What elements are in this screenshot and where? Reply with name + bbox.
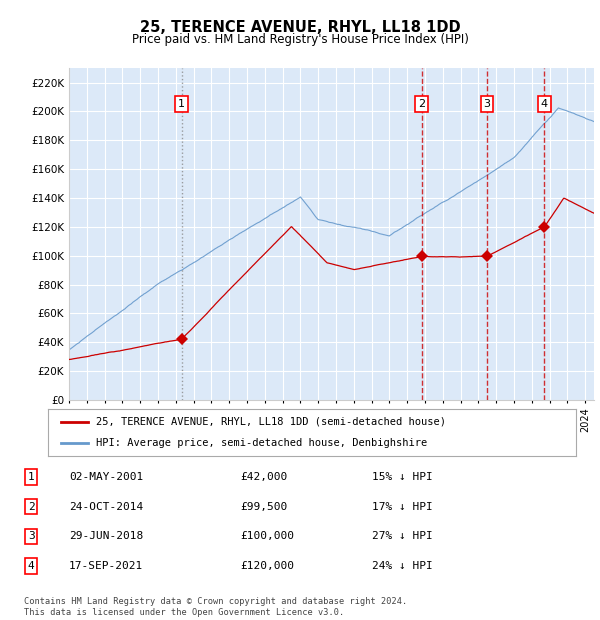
Text: 15% ↓ HPI: 15% ↓ HPI [372, 472, 433, 482]
Text: 1: 1 [178, 99, 185, 109]
Text: £99,500: £99,500 [240, 502, 287, 512]
Text: 4: 4 [541, 99, 548, 109]
Text: 4: 4 [28, 561, 35, 571]
Text: 2: 2 [418, 99, 425, 109]
Text: 24% ↓ HPI: 24% ↓ HPI [372, 561, 433, 571]
Text: 1: 1 [28, 472, 35, 482]
Text: 3: 3 [484, 99, 491, 109]
Text: 27% ↓ HPI: 27% ↓ HPI [372, 531, 433, 541]
Text: 29-JUN-2018: 29-JUN-2018 [69, 531, 143, 541]
Text: £100,000: £100,000 [240, 531, 294, 541]
Text: 02-MAY-2001: 02-MAY-2001 [69, 472, 143, 482]
Text: 25, TERENCE AVENUE, RHYL, LL18 1DD: 25, TERENCE AVENUE, RHYL, LL18 1DD [140, 20, 460, 35]
Text: 25, TERENCE AVENUE, RHYL, LL18 1DD (semi-detached house): 25, TERENCE AVENUE, RHYL, LL18 1DD (semi… [95, 417, 446, 427]
Text: £120,000: £120,000 [240, 561, 294, 571]
Text: 17-SEP-2021: 17-SEP-2021 [69, 561, 143, 571]
Text: Price paid vs. HM Land Registry's House Price Index (HPI): Price paid vs. HM Land Registry's House … [131, 33, 469, 46]
Text: 3: 3 [28, 531, 35, 541]
Text: 17% ↓ HPI: 17% ↓ HPI [372, 502, 433, 512]
Text: £42,000: £42,000 [240, 472, 287, 482]
Text: 24-OCT-2014: 24-OCT-2014 [69, 502, 143, 512]
Text: HPI: Average price, semi-detached house, Denbighshire: HPI: Average price, semi-detached house,… [95, 438, 427, 448]
Text: Contains HM Land Registry data © Crown copyright and database right 2024.
This d: Contains HM Land Registry data © Crown c… [24, 598, 407, 617]
Text: 2: 2 [28, 502, 35, 512]
